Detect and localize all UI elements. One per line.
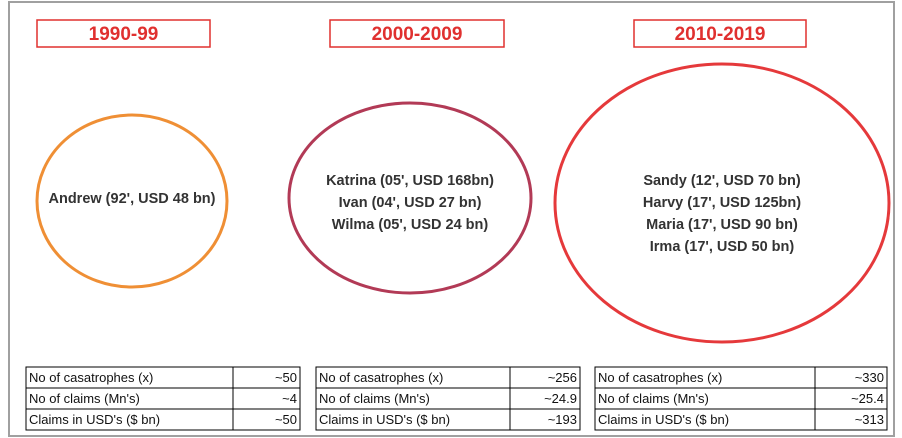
stats-table — [25, 366, 301, 431]
period-ellipse — [35, 113, 229, 289]
storm-label: Wilma (05', USD 24 bn) — [332, 217, 489, 233]
table-value: ~330 — [855, 370, 884, 385]
storm-label: Irma (17', USD 50 bn) — [650, 239, 795, 255]
table-value: ~50 — [275, 370, 297, 385]
storm-label: Harvy (17', USD 125bn) — [643, 195, 801, 211]
stats-table — [594, 366, 888, 431]
table-value: ~50 — [275, 412, 297, 427]
storm-label: Sandy (12', USD 70 bn) — [643, 173, 801, 189]
period-label: 1990-99 — [89, 24, 159, 45]
storm-label: Maria (17', USD 90 bn) — [646, 217, 798, 233]
period-label: 2000-2009 — [372, 24, 463, 45]
period-ellipse — [553, 62, 891, 344]
storm-label: Katrina (05', USD 168bn) — [326, 173, 494, 189]
table-label: No of claims (Mn's) — [319, 391, 430, 406]
table-value: ~4 — [282, 391, 297, 406]
frame — [8, 1, 895, 437]
table-value: ~25.4 — [851, 391, 884, 406]
storm-label: Andrew (92', USD 48 bn) — [48, 191, 215, 207]
period-label: 2010-2019 — [675, 24, 766, 45]
table-value: ~256 — [548, 370, 577, 385]
period-box — [633, 19, 807, 48]
period-box — [329, 19, 505, 48]
table-label: No of claims (Mn's) — [598, 391, 709, 406]
table-label: No of casatrophes (x) — [29, 370, 153, 385]
table-label: Claims in USD's ($ bn) — [319, 412, 450, 427]
table-label: No of claims (Mn's) — [29, 391, 140, 406]
table-label: Claims in USD's ($ bn) — [29, 412, 160, 427]
storm-label: Ivan (04', USD 27 bn) — [339, 195, 482, 211]
table-value: ~24.9 — [544, 391, 577, 406]
table-value: ~193 — [548, 412, 577, 427]
table-label: No of casatrophes (x) — [598, 370, 722, 385]
period-ellipse — [287, 101, 533, 295]
stats-table — [315, 366, 581, 431]
table-label: Claims in USD's ($ bn) — [598, 412, 729, 427]
table-label: No of casatrophes (x) — [319, 370, 443, 385]
table-value: ~313 — [855, 412, 884, 427]
period-box — [36, 19, 211, 48]
